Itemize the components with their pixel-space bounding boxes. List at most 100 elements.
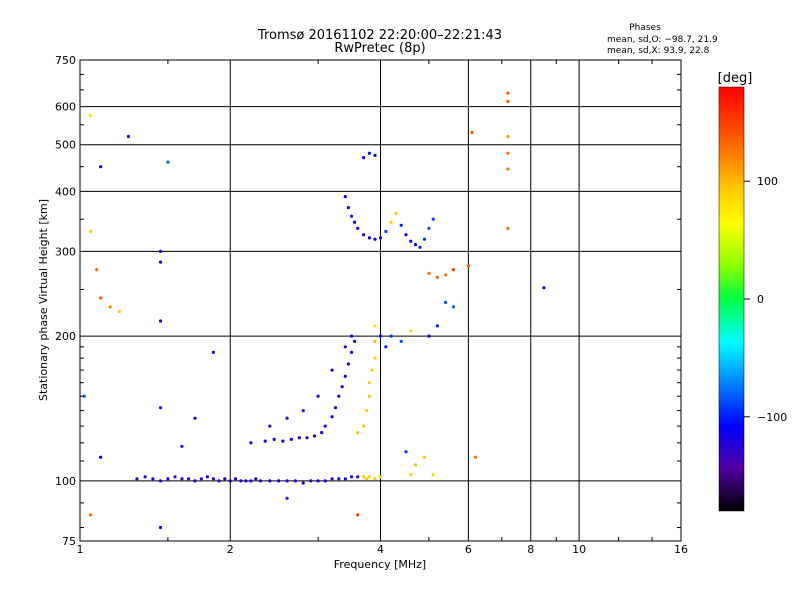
data-point <box>301 409 305 413</box>
colorbar <box>718 86 745 512</box>
data-point <box>268 479 272 483</box>
data-point <box>89 513 93 517</box>
data-point <box>431 217 435 221</box>
data-point <box>158 319 163 323</box>
data-point <box>263 439 267 443</box>
data-point <box>126 134 130 139</box>
data-point <box>234 477 238 481</box>
data-point <box>108 305 112 309</box>
colorbar-tick-label: 100 <box>757 175 778 188</box>
data-point <box>378 334 383 338</box>
data-point <box>356 226 360 230</box>
data-point <box>409 473 413 477</box>
data-point <box>389 334 393 338</box>
data-point <box>373 324 377 328</box>
data-point <box>99 455 103 459</box>
data-point <box>506 167 510 171</box>
data-point <box>244 479 248 483</box>
data-point <box>285 479 289 483</box>
data-point <box>135 477 139 481</box>
data-point <box>473 455 478 459</box>
y-axis-ticks: 75 100 200 300 400 500 600 750 <box>55 54 681 548</box>
data-point <box>309 479 313 483</box>
data-point <box>323 479 327 483</box>
data-point <box>362 233 366 237</box>
y-tick-label: 600 <box>55 101 76 114</box>
data-point <box>413 243 418 247</box>
data-point <box>249 479 253 483</box>
data-point <box>268 424 272 428</box>
data-point <box>99 296 103 300</box>
data-point <box>187 477 191 481</box>
data-point <box>444 300 448 304</box>
data-point <box>466 264 470 268</box>
data-point <box>364 477 369 481</box>
data-point <box>367 394 371 398</box>
data-point <box>362 424 366 428</box>
data-point <box>151 477 155 481</box>
data-point <box>384 345 388 349</box>
x-tick-label: 16 <box>674 543 688 556</box>
data-point <box>350 475 354 479</box>
colorbar-label: [deg] <box>718 71 753 86</box>
data-point <box>362 156 366 160</box>
y-axis-label: Stationary phase Virtual Height [km] <box>37 199 50 401</box>
data-point <box>404 450 408 454</box>
data-point <box>542 286 546 290</box>
x-axis-label: Frequency [MHz] <box>334 558 426 571</box>
x-tick-label: 2 <box>227 543 234 556</box>
phase-stats-x: mean, sd,X: 93.9, 22.8 <box>607 46 710 56</box>
data-point <box>506 99 510 104</box>
chart-title: Tromsø 20161102 22:20:00–22:21:43 <box>257 28 502 43</box>
data-point <box>249 441 253 445</box>
data-point <box>254 477 258 481</box>
data-point <box>444 273 448 277</box>
data-point <box>367 381 371 385</box>
data-point <box>346 362 350 366</box>
data-point <box>277 479 281 483</box>
colorbar-tick-label: −100 <box>757 411 787 424</box>
data-point <box>427 271 431 275</box>
data-point <box>166 160 170 164</box>
data-point <box>394 211 398 215</box>
data-point <box>350 350 354 354</box>
data-point <box>356 475 360 479</box>
data-point <box>211 350 215 354</box>
data-point <box>506 226 510 230</box>
phase-stats-heading: Phases <box>629 23 661 33</box>
data-point <box>89 113 93 118</box>
data-point <box>409 239 413 243</box>
data-point <box>301 481 305 485</box>
data-point <box>413 463 418 467</box>
data-point <box>422 455 427 459</box>
data-point <box>364 409 369 413</box>
data-point <box>316 479 320 483</box>
data-point <box>305 436 309 440</box>
colorbar-tick-label: 0 <box>757 293 764 306</box>
data-point <box>435 275 439 279</box>
data-point <box>506 91 510 95</box>
data-point <box>362 475 366 479</box>
data-point <box>356 513 360 517</box>
data-point <box>367 236 371 240</box>
data-point <box>180 477 184 481</box>
y-tick-label: 75 <box>62 535 76 548</box>
data-point <box>418 245 422 249</box>
data-point <box>333 406 338 410</box>
data-point <box>343 374 347 378</box>
data-point <box>373 339 377 343</box>
data-point <box>506 134 510 139</box>
data-point <box>205 475 209 479</box>
data-point <box>95 268 99 272</box>
y-tick-label: 500 <box>55 139 76 152</box>
data-point <box>330 368 334 372</box>
x-tick-label: 1 <box>77 543 84 556</box>
data-point <box>289 437 293 441</box>
data-point <box>158 406 163 410</box>
data-point <box>340 385 344 389</box>
data-point <box>370 368 374 372</box>
data-point <box>409 329 413 333</box>
data-point <box>312 434 317 438</box>
data-point <box>82 394 86 398</box>
data-point <box>399 223 403 227</box>
